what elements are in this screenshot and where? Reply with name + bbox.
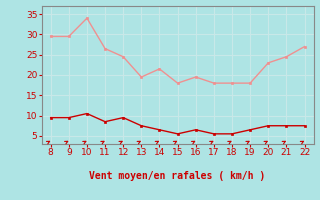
X-axis label: Vent moyen/en rafales ( km/h ): Vent moyen/en rafales ( km/h ) (90, 171, 266, 181)
